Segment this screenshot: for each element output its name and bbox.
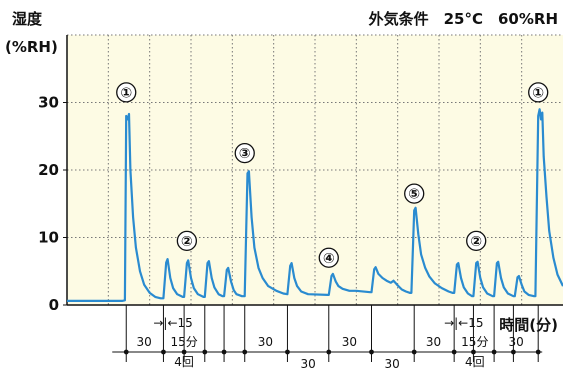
peak-marker-label: ② — [470, 234, 482, 250]
interval-annotation: 30 — [509, 335, 524, 349]
interval-annotation: 4回 — [174, 355, 194, 369]
y-tick-label: 10 — [38, 229, 59, 247]
interval-annotation: 15分 — [461, 335, 488, 349]
peak-marker-circle — [528, 82, 549, 103]
interval-dot — [181, 349, 187, 355]
interval-annotation: 15分 — [170, 335, 197, 349]
interval-annotation: 30 — [385, 357, 400, 371]
interval-dot — [411, 349, 417, 355]
interval-dot — [451, 349, 457, 355]
interval-annotation: 4回 — [465, 355, 485, 369]
peak-marker-circle — [176, 230, 198, 252]
interval-annotation: →|←15 — [153, 316, 192, 330]
interval-dot — [491, 349, 497, 355]
y-tick-labels: 0 10 20 30 — [38, 94, 67, 314]
peak-marker-circle — [318, 247, 339, 268]
x-axis-label: 時間(分) — [499, 316, 558, 334]
peak-marker-circle — [404, 183, 425, 204]
interval-annotation: 30 — [300, 357, 315, 371]
peak-marker-circle — [234, 142, 255, 164]
interval-dot — [369, 349, 374, 355]
peak-marker-circle — [466, 230, 487, 252]
interval-dot — [242, 349, 248, 355]
interval-annotation: 30 — [137, 335, 152, 349]
peak-marker-circle — [116, 82, 137, 103]
grid-lines — [67, 34, 563, 305]
peak-markers: ① ② ③ ④ ⑤ ② ① — [116, 82, 549, 268]
interval-dot — [511, 349, 516, 355]
interval-dot — [202, 349, 208, 355]
interval-annotation: →|←15 — [444, 316, 483, 330]
interval-dot — [285, 349, 290, 355]
interval-annotation: 30 — [258, 335, 273, 349]
interval-dot — [221, 349, 227, 355]
interval-dot — [471, 349, 476, 355]
peak-marker-label: ③ — [239, 146, 251, 162]
y-tick-label: 20 — [38, 161, 59, 179]
peak-marker-label: ⑤ — [408, 187, 420, 203]
y-axis-label-line1: 湿度 — [12, 10, 43, 28]
interval-dot — [535, 349, 541, 355]
y-axis-label-line2: (%RH) — [5, 38, 58, 56]
peak-marker-label: ④ — [323, 251, 335, 267]
conditions-label: 外気条件 25°C 60%RH — [368, 10, 558, 28]
humidity-series-line — [67, 108, 563, 302]
peak-marker-label: ① — [532, 85, 544, 101]
y-tick-label: 30 — [38, 94, 59, 112]
interval-annotation: 30 — [342, 335, 357, 349]
peak-marker-label: ② — [181, 234, 193, 250]
y-tick-label: 0 — [49, 296, 59, 314]
interval-dot — [326, 349, 332, 355]
interval-annotation: 30 — [426, 335, 441, 349]
peak-marker-label: ① — [120, 85, 132, 101]
interval-dot — [123, 349, 129, 355]
interval-dot — [161, 349, 166, 355]
